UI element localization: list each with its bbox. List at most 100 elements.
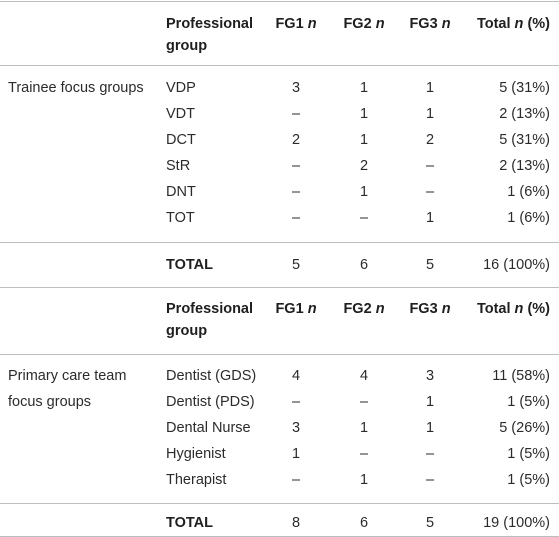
rule-after-total-1 bbox=[0, 287, 559, 288]
table-row: Dentist (PDS) – – 1 1 (5%) bbox=[0, 393, 559, 413]
table-row: Hygienist 1 – – 1 (5%) bbox=[0, 445, 559, 465]
cell-group: Dentist (PDS) bbox=[166, 394, 255, 410]
cell-total: 2 (13%) bbox=[499, 106, 550, 122]
rule-before-total-2 bbox=[0, 503, 559, 504]
cell-fg1: 3 bbox=[291, 80, 301, 96]
total-fg1: 5 bbox=[291, 257, 301, 273]
table-row: DNT – 1 – 1 (6%) bbox=[0, 183, 559, 203]
header-group-line1: Professional bbox=[166, 301, 254, 317]
cell-fg2: 1 bbox=[359, 420, 369, 436]
total-label: TOTAL bbox=[166, 257, 213, 273]
table-row: VDT – 1 1 2 (13%) bbox=[0, 105, 559, 125]
cell-total: 1 (5%) bbox=[507, 446, 550, 462]
table-row: DCT 2 1 2 5 (31%) bbox=[0, 131, 559, 151]
cell-fg1: – bbox=[291, 394, 301, 410]
header-fg3-2: FG3 n bbox=[409, 301, 451, 317]
total-label: TOTAL bbox=[166, 515, 213, 531]
total-fg1: 8 bbox=[291, 515, 301, 531]
table-row: Therapist – 1 – 1 (5%) bbox=[0, 471, 559, 491]
cell-total: 1 (5%) bbox=[507, 394, 550, 410]
cell-fg2: 1 bbox=[359, 106, 369, 122]
cell-fg3: 1 bbox=[425, 210, 435, 226]
table-row: TOT – – 1 1 (6%) bbox=[0, 209, 559, 229]
cell-fg1: 4 bbox=[291, 368, 301, 384]
cell-total: 1 (5%) bbox=[507, 472, 550, 488]
header-group: Professional group bbox=[166, 15, 253, 55]
cell-fg2: 1 bbox=[359, 472, 369, 488]
header-fg1: FG1 n bbox=[275, 16, 317, 32]
rule-header-2 bbox=[0, 354, 559, 355]
table-row: Dental Nurse 3 1 1 5 (26%) bbox=[0, 419, 559, 439]
cell-fg1: 1 bbox=[291, 446, 301, 462]
cell-fg1: 3 bbox=[291, 420, 301, 436]
category-trainee: Trainee focus groups bbox=[8, 80, 144, 96]
total-row-trainee: TOTAL 5 6 5 16 (100%) bbox=[0, 256, 559, 276]
cell-group: DCT bbox=[166, 132, 196, 148]
total-total: 19 (100%) bbox=[483, 515, 550, 531]
cell-total: 11 (58%) bbox=[492, 368, 550, 384]
cell-fg3: 3 bbox=[425, 368, 435, 384]
cell-fg2: – bbox=[359, 446, 369, 462]
cell-fg2: – bbox=[359, 394, 369, 410]
cell-group: TOT bbox=[166, 210, 195, 226]
header-fg3: FG3 n bbox=[409, 16, 451, 32]
total-total: 16 (100%) bbox=[483, 257, 550, 273]
cell-fg3: 1 bbox=[425, 420, 435, 436]
cell-total: 1 (6%) bbox=[507, 184, 550, 200]
cell-fg1: – bbox=[291, 184, 301, 200]
total-fg3: 5 bbox=[425, 515, 435, 531]
cell-group: Hygienist bbox=[166, 446, 226, 462]
cell-fg3: – bbox=[425, 472, 435, 488]
cell-fg2: 1 bbox=[359, 80, 369, 96]
cell-fg3: – bbox=[425, 184, 435, 200]
cell-fg1: – bbox=[291, 158, 301, 174]
header-group-line2: group bbox=[166, 38, 208, 54]
cell-fg1: 2 bbox=[291, 132, 301, 148]
category-line2: focus groups bbox=[8, 394, 92, 410]
cell-fg2: 1 bbox=[359, 184, 369, 200]
cell-fg2: 4 bbox=[359, 368, 369, 384]
cell-fg1: – bbox=[291, 106, 301, 122]
header-total-2: Total n (%) bbox=[476, 301, 550, 317]
rule-top bbox=[0, 1, 559, 2]
header-total: Total n (%) bbox=[476, 16, 550, 32]
cell-group: Therapist bbox=[166, 472, 227, 488]
cell-fg3: – bbox=[425, 158, 435, 174]
header-fg2: FG2 n bbox=[343, 16, 385, 32]
rule-before-total-1 bbox=[0, 242, 559, 243]
cell-group: Dental Nurse bbox=[166, 420, 251, 436]
cell-group: VDT bbox=[166, 106, 195, 122]
cell-fg3: 1 bbox=[425, 394, 435, 410]
cell-group: VDP bbox=[166, 80, 196, 96]
header-fg2-2: FG2 n bbox=[343, 301, 385, 317]
category-primary-care: Primary care team focus groups bbox=[8, 367, 126, 411]
table-row: VDP 3 1 1 5 (31%) bbox=[0, 79, 559, 99]
total-row-primary-care: TOTAL 8 6 5 19 (100%) bbox=[0, 514, 559, 534]
table-row: StR – 2 – 2 (13%) bbox=[0, 157, 559, 177]
cell-fg2: – bbox=[359, 210, 369, 226]
cell-group: StR bbox=[166, 158, 191, 174]
header-group-line2: group bbox=[166, 323, 208, 339]
total-fg2: 6 bbox=[359, 515, 369, 531]
table-row: Dentist (GDS) 4 4 3 11 (58%) bbox=[0, 367, 559, 387]
total-fg2: 6 bbox=[359, 257, 369, 273]
cell-group: DNT bbox=[166, 184, 196, 200]
header-fg1-2: FG1 n bbox=[275, 301, 317, 317]
cell-fg3: 2 bbox=[425, 132, 435, 148]
total-fg3: 5 bbox=[425, 257, 435, 273]
cell-fg1: – bbox=[291, 210, 301, 226]
cell-total: 5 (31%) bbox=[499, 132, 550, 148]
header-group-2: Professional group bbox=[166, 300, 253, 340]
cell-fg1: – bbox=[291, 472, 301, 488]
cell-fg3: – bbox=[425, 446, 435, 462]
cell-fg2: 1 bbox=[359, 132, 369, 148]
cell-fg3: 1 bbox=[425, 80, 435, 96]
category-line1: Primary care team bbox=[8, 368, 127, 384]
cell-total: 2 (13%) bbox=[499, 158, 550, 174]
cell-group: Dentist (GDS) bbox=[166, 368, 257, 384]
rule-header-1 bbox=[0, 65, 559, 66]
cell-fg2: 2 bbox=[359, 158, 369, 174]
cell-total: 5 (31%) bbox=[499, 80, 550, 96]
cell-total: 5 (26%) bbox=[499, 420, 550, 436]
